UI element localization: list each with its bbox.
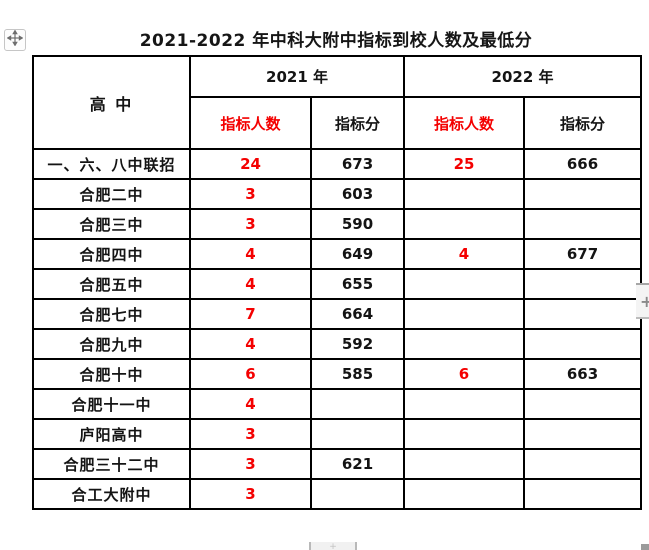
table-row: 合工大附中 3 [32,478,643,510]
page-title: 2021-2022 年中科大附中指标到校人数及最低分 [139,31,533,51]
header-year-2022: 2022 年 [403,55,643,98]
quota-2021: 3 [189,478,312,510]
header-score-2021: 指标分 [309,96,406,150]
quota-2022: 25 [403,148,526,180]
table-row: 合肥三中 3 590 [32,208,643,240]
quota-2021: 4 [189,328,312,360]
score-2021: 664 [309,298,406,330]
score-2021 [309,478,406,510]
score-2021: 585 [309,358,406,390]
table-row: 合肥十中 6 585 6 663 [32,358,643,390]
scrollbar-corner-fragment [641,544,649,550]
quota-2022 [403,448,526,480]
score-2021: 590 [309,208,406,240]
table-row: 合肥十一中 4 [32,388,643,420]
zoom-in-button[interactable]: + [636,283,649,319]
table-row: 合肥四中 4 649 4 677 [32,238,643,270]
score-2021 [309,388,406,420]
score-2022 [523,478,643,510]
quota-2022 [403,178,526,210]
table-row: 合肥二中 3 603 [32,178,643,210]
score-2021: 621 [309,448,406,480]
table-row: 庐阳高中 3 [32,418,643,450]
header-school: 高 中 [32,55,191,150]
quota-2022 [403,418,526,450]
score-2022: 666 [523,148,643,180]
table-row: 合肥五中 4 655 [32,268,643,300]
horizontal-scrollbar-fragment[interactable]: + [309,542,357,550]
table-row: 合肥七中 7 664 [32,298,643,330]
score-2021 [309,418,406,450]
quota-2021: 6 [189,358,312,390]
quota-2021: 24 [189,148,312,180]
quota-2022 [403,478,526,510]
school-name: 合肥二中 [32,178,191,210]
school-name: 合肥十一中 [32,388,191,420]
table-move-handle[interactable] [4,29,26,51]
quota-2021: 3 [189,208,312,240]
school-name: 一、六、八中联招 [32,148,191,180]
score-2022 [523,388,643,420]
score-2021: 649 [309,238,406,270]
school-name: 合工大附中 [32,478,191,510]
plus-icon: + [640,291,649,311]
table-row: 合肥三十二中 3 621 [32,448,643,480]
score-2022 [523,298,643,330]
score-2022 [523,178,643,210]
quota-2022: 6 [403,358,526,390]
quota-2021: 4 [189,238,312,270]
quota-2022 [403,208,526,240]
scroll-plus-icon: + [329,542,337,550]
quota-2021: 3 [189,418,312,450]
move-cross-icon [6,29,24,50]
score-2022 [523,448,643,480]
quota-2021: 7 [189,298,312,330]
school-name: 合肥四中 [32,238,191,270]
quota-2021: 3 [189,178,312,210]
quota-2021: 3 [189,448,312,480]
school-name: 合肥三十二中 [32,448,191,480]
header-quota-2021: 指标人数 [189,96,312,150]
table-row: 一、六、八中联招 24 673 25 666 [32,148,643,180]
quota-2022: 4 [403,238,526,270]
score-2021: 655 [309,268,406,300]
score-2021: 603 [309,178,406,210]
school-name: 合肥十中 [32,358,191,390]
quota-2021: 4 [189,268,312,300]
score-2022 [523,328,643,360]
quota-2022 [403,298,526,330]
school-name: 合肥三中 [32,208,191,240]
score-2021: 673 [309,148,406,180]
school-name: 合肥七中 [32,298,191,330]
score-2022 [523,418,643,450]
score-2022: 677 [523,238,643,270]
table-row: 合肥九中 4 592 [32,328,643,360]
quota-2022 [403,268,526,300]
school-name: 合肥五中 [32,268,191,300]
quota-2022 [403,328,526,360]
quota-2022 [403,388,526,420]
header-quota-2022: 指标人数 [403,96,526,150]
school-name: 庐阳高中 [32,418,191,450]
school-name: 合肥九中 [32,328,191,360]
score-2022 [523,268,643,300]
score-2022 [523,208,643,240]
quota-2021: 4 [189,388,312,420]
score-2021: 592 [309,328,406,360]
header-score-2022: 指标分 [523,96,643,150]
quota-table: 高 中 2021 年 2022 年 指标人数 指标分 指标人数 指标分 一、六、… [32,55,643,510]
header-year-2021: 2021 年 [188,55,406,98]
score-2022: 663 [523,358,643,390]
